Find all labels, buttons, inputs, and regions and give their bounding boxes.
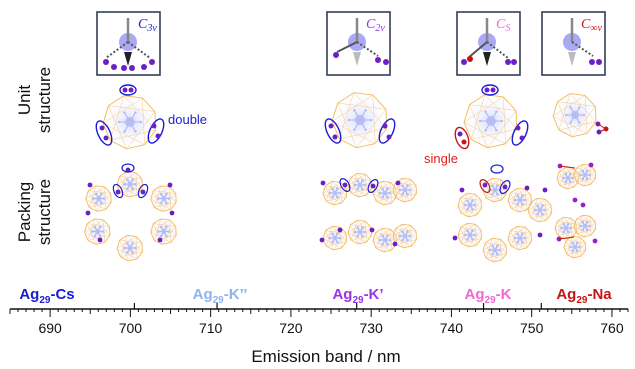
svg-text:structure: structure bbox=[35, 179, 54, 245]
cluster-pack-cs bbox=[116, 170, 144, 198]
cation bbox=[524, 185, 530, 191]
cation bbox=[542, 187, 548, 193]
svg-text:structure: structure bbox=[35, 67, 54, 133]
svg-text:Packing: Packing bbox=[15, 182, 34, 242]
cation bbox=[167, 182, 173, 188]
cation bbox=[502, 184, 508, 190]
cation bbox=[169, 210, 175, 216]
compound-label-k: Ag29-K bbox=[465, 286, 512, 306]
annotation-double: double bbox=[168, 112, 207, 127]
cation bbox=[115, 189, 121, 195]
cluster-pack-cs bbox=[150, 217, 178, 246]
cluster-pack-na bbox=[556, 166, 580, 190]
cation bbox=[97, 237, 103, 243]
axis-tick-label: 740 bbox=[440, 320, 464, 336]
symmetry-box-c2v: C2v bbox=[326, 11, 391, 76]
cation bbox=[157, 237, 163, 243]
cluster-unit-k1 bbox=[330, 90, 390, 150]
ion-pairs-cs bbox=[95, 84, 165, 146]
axis-tick-label: 720 bbox=[279, 320, 303, 336]
row-label-packing: Packing structure bbox=[15, 179, 54, 245]
cation bbox=[125, 167, 131, 173]
cluster-pack-na bbox=[563, 235, 587, 259]
annotation-single: single bbox=[424, 151, 458, 166]
cation bbox=[320, 180, 326, 186]
symmetry-label: C3v bbox=[138, 17, 157, 34]
compound-label-k1: Ag29-K’ bbox=[332, 286, 383, 306]
symmetry-box-cinfv: C∞v bbox=[541, 11, 606, 76]
row-label-unit: Unit structure bbox=[15, 67, 54, 133]
cluster-pack-k1 bbox=[392, 223, 418, 249]
cluster-pack-cs bbox=[83, 217, 112, 246]
axis-label: Emission band / nm bbox=[251, 347, 400, 366]
cation bbox=[85, 210, 91, 216]
cation bbox=[588, 162, 594, 168]
cluster-pack-cs bbox=[85, 184, 113, 213]
symmetry-box-c3v: C3v bbox=[96, 11, 161, 76]
axis-tick-label: 760 bbox=[600, 320, 624, 336]
cluster-pack-k1 bbox=[322, 225, 348, 251]
cluster-pack-k bbox=[507, 187, 533, 213]
packing-structure-row bbox=[83, 162, 598, 263]
compound-label-k2: Ag29-K’’ bbox=[193, 286, 248, 306]
cation bbox=[342, 182, 348, 188]
cluster-pack-cs bbox=[116, 234, 144, 262]
cluster-pack-k bbox=[527, 197, 553, 223]
cluster-pack-cs bbox=[150, 184, 178, 213]
cluster-unit-k bbox=[462, 92, 520, 150]
ion-pairs-k1 bbox=[324, 118, 396, 144]
cation bbox=[482, 182, 488, 188]
cluster-unit-cs bbox=[101, 93, 159, 151]
axis-tick-label: 750 bbox=[520, 320, 544, 336]
cation bbox=[580, 202, 586, 208]
axis-tick-label: 690 bbox=[38, 320, 62, 336]
cluster-pack-k1 bbox=[347, 172, 373, 198]
cation bbox=[572, 197, 578, 203]
cation bbox=[452, 235, 458, 241]
symmetry-box-cs: CS bbox=[456, 11, 521, 76]
symmetry-label: C2v bbox=[366, 17, 385, 34]
axis-tick-label: 710 bbox=[199, 320, 223, 336]
cation bbox=[395, 180, 401, 186]
compound-labels: Ag29-Cs Ag29-K’’ Ag29-K’ Ag29-K Ag29-Na bbox=[19, 286, 612, 309]
compound-label-cs: Ag29-Cs bbox=[19, 286, 74, 306]
cation bbox=[369, 227, 375, 233]
cluster-pack-na bbox=[573, 214, 597, 238]
emission-axis: 690 700 710 720 730 740 750 760 bbox=[9, 308, 629, 336]
cation bbox=[392, 241, 398, 247]
cation bbox=[319, 237, 325, 243]
svg-text:Unit: Unit bbox=[15, 85, 34, 116]
ion-pairs-k bbox=[454, 84, 529, 150]
cation bbox=[592, 238, 598, 244]
unit-structure-row bbox=[101, 90, 599, 151]
cluster-unit-na bbox=[551, 91, 599, 139]
cluster-pack-k bbox=[507, 225, 533, 251]
symmetry-label: C∞v bbox=[581, 17, 602, 34]
cluster-pack-k bbox=[457, 192, 483, 218]
ion-pairs-na bbox=[595, 121, 609, 135]
cluster-pack-k bbox=[457, 222, 483, 248]
cluster-pack-k1 bbox=[347, 219, 373, 245]
cation bbox=[87, 182, 93, 188]
axis-tick-label: 700 bbox=[119, 320, 143, 336]
cation bbox=[140, 189, 146, 195]
symmetry-label: CS bbox=[496, 17, 510, 34]
cation bbox=[537, 232, 543, 238]
cation bbox=[370, 183, 376, 189]
cation bbox=[459, 187, 465, 193]
cation bbox=[337, 227, 343, 233]
cluster-pack-na bbox=[573, 163, 597, 187]
axis-tick-label: 730 bbox=[359, 320, 383, 336]
compound-label-na: Ag29-Na bbox=[556, 286, 612, 306]
cluster-pack-na bbox=[554, 216, 578, 240]
cluster-pack-k bbox=[482, 237, 508, 263]
cluster-pack-k1 bbox=[392, 177, 418, 203]
